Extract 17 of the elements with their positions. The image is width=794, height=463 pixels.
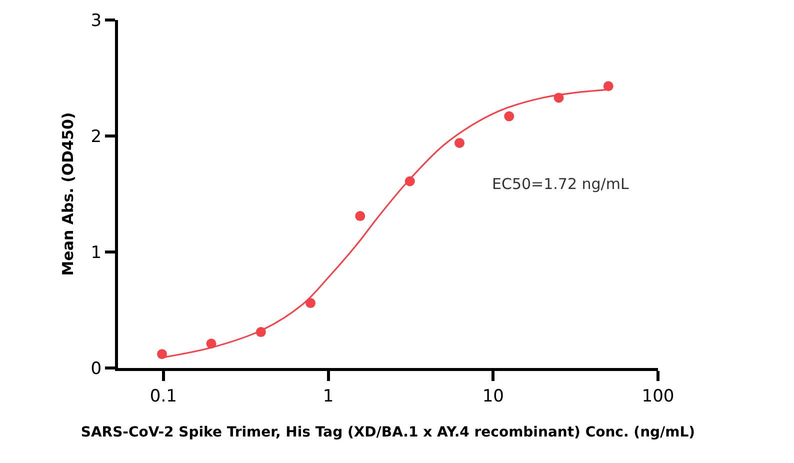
y-tick-label: 0 (90, 358, 102, 379)
point (504, 111, 514, 122)
point (454, 138, 464, 148)
x-axis-title: SARS-CoV-2 Spike Trimer, His Tag (XD/BA.1 x AY.4 recombinant) Conc. (ng/mL) (80, 424, 696, 441)
y-tick-label: 2 (90, 126, 102, 147)
point (603, 81, 614, 92)
x-tick-label: 1 (322, 386, 334, 406)
y-tick-label: 3 (90, 10, 102, 31)
y-axis-title: Mean Abs. (OD450) (59, 112, 78, 276)
point (306, 298, 316, 308)
point (157, 349, 168, 360)
annotation: EC50=1.72 ng/mL (492, 175, 630, 193)
x-tick-label: 0.1 (150, 386, 177, 406)
x-tick-label: 100 (642, 386, 674, 406)
point (355, 211, 366, 222)
y-tick-label: 1 (90, 242, 102, 263)
x-tick-label: 10 (482, 386, 504, 406)
